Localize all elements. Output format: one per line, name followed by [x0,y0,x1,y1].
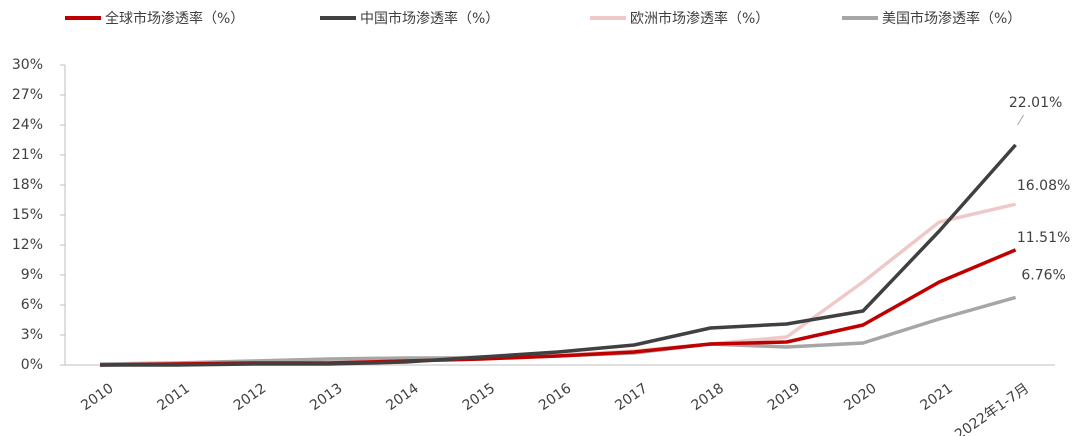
y-tick-label: 30% [12,57,43,73]
legend-label: 欧洲市场渗透率（%） [630,10,769,27]
series-line [99,202,1016,367]
x-tick-label: 2016 [536,380,574,414]
y-tick-label: 6% [21,297,43,313]
value-label: 11.51% [1017,230,1070,246]
leader-line [1017,114,1025,126]
x-tick-label: 2020 [841,380,879,414]
y-tick-label: 9% [21,267,43,283]
x-tick-label: 2010 [78,380,116,414]
x-tick-label: 2015 [460,380,498,414]
x-tick-label: 2021 [918,380,956,414]
value-label: 6.76% [1021,267,1065,283]
series-line [100,143,1017,367]
y-tick-label: 15% [12,207,43,223]
y-tick-label: 27% [12,87,43,103]
y-tick-label: 21% [12,147,43,163]
x-tick-label: 2017 [612,380,650,414]
x-tick-label: 2022年1-7月 [952,380,1032,436]
y-tick-label: 24% [12,117,43,133]
x-tick-label: 2018 [689,380,727,414]
legend-label: 全球市场渗透率（%） [105,10,244,27]
value-label: 22.01% [1009,95,1062,111]
y-tick-label: 0% [21,357,43,373]
legend-label: 中国市场渗透率（%） [360,10,499,27]
series-line [99,248,1017,367]
x-tick-label: 2011 [155,380,193,414]
x-tick-label: 2014 [383,380,421,414]
y-tick-label: 12% [12,237,43,253]
value-label: 16.08% [1017,178,1070,194]
x-tick-label: 2012 [231,380,269,414]
x-tick-label: 2013 [307,380,345,414]
legend-label: 美国市场渗透率（%） [882,10,1021,27]
y-tick-label: 18% [12,177,43,193]
y-tick-label: 3% [21,327,43,343]
x-tick-label: 2019 [765,380,803,414]
